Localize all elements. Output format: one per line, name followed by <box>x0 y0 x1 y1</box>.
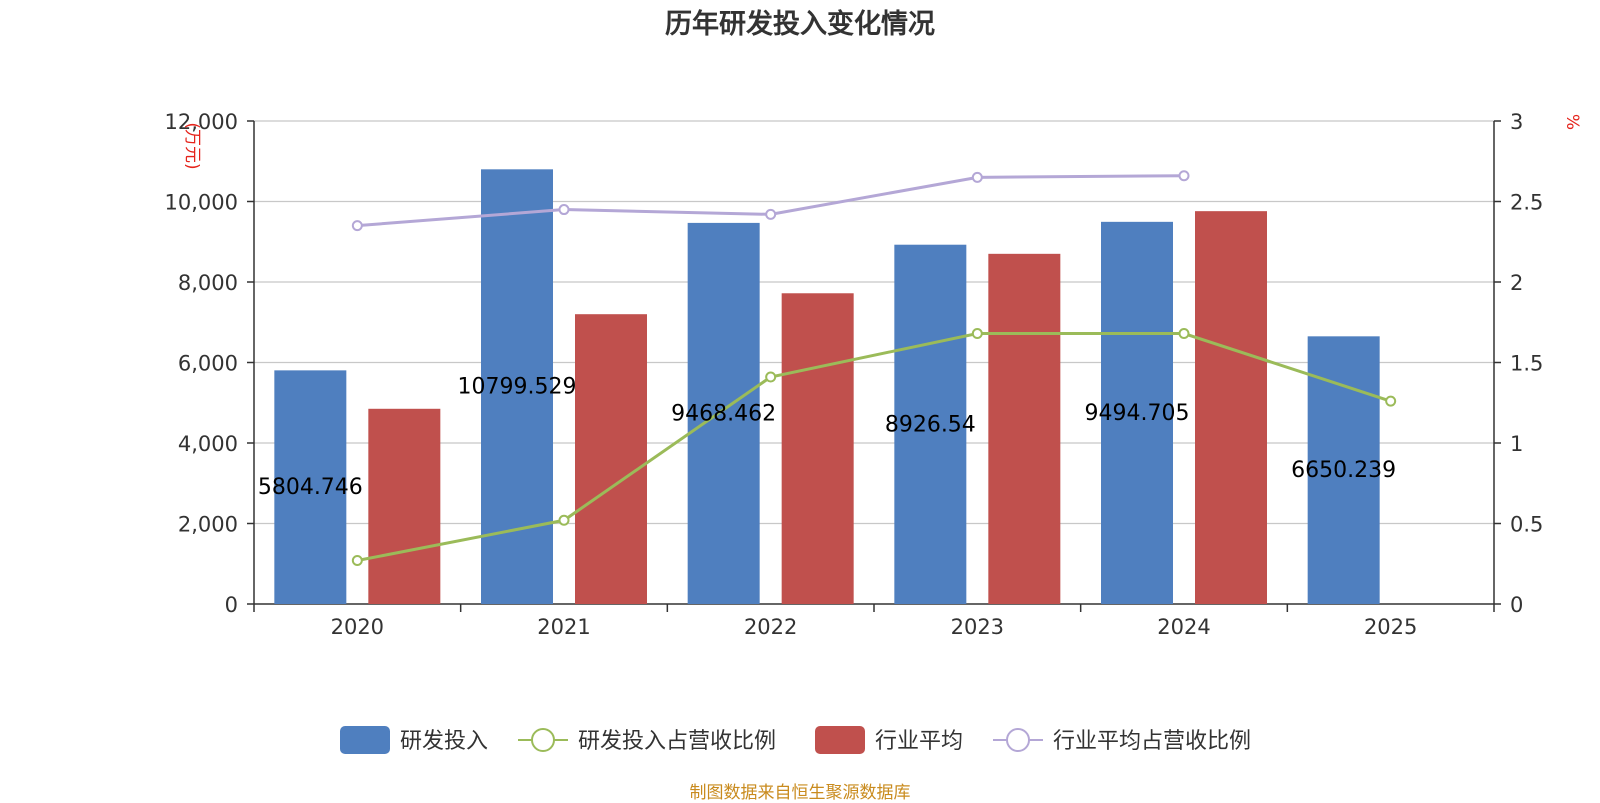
bar-研发投入 <box>1101 221 1173 604</box>
y-right-tick-label: 1 <box>1510 432 1523 456</box>
y-left-tick-label: 4,000 <box>178 432 238 456</box>
line-研发投入占营收比例 <box>357 332 1392 563</box>
y-left-tick-label: 12,000 <box>165 110 238 134</box>
data-label: 9468.462 <box>671 401 776 426</box>
legend-label: 行业平均占营收比例 <box>1053 729 1251 754</box>
y-left-tick-label: 10,000 <box>165 191 238 215</box>
point-研发投入占营收比例 <box>1385 395 1397 407</box>
data-label: 5804.746 <box>258 475 363 500</box>
data-label: 8926.54 <box>885 412 976 437</box>
bar-研发投入 <box>894 244 967 604</box>
y-right-tick-label: 1.5 <box>1510 352 1543 376</box>
y-right-tick-label: 2.5 <box>1510 191 1543 215</box>
data-label: 10799.529 <box>458 375 577 400</box>
x-tick-label: 2021 <box>537 615 590 639</box>
point-研发投入占营收比例 <box>558 514 570 526</box>
x-tick-label: 2025 <box>1364 615 1417 639</box>
bar-行业平均 <box>781 293 854 604</box>
point-研发投入占营收比例 <box>971 328 983 340</box>
point-研发投入占营收比例 <box>765 371 777 383</box>
bar-研发投入 <box>687 222 760 604</box>
legend-label: 研发投入占营收比例 <box>578 729 776 754</box>
x-tick-label: 2023 <box>951 615 1004 639</box>
x-tick-label: 2022 <box>744 615 797 639</box>
y-left-tick-label: 6,000 <box>178 352 238 376</box>
data-source-note: 制图数据来自恒生聚源数据库 <box>689 783 911 803</box>
bar-行业平均 <box>368 408 441 604</box>
y-left-tick-label: 0 <box>225 593 238 617</box>
legend-swatch <box>340 726 390 754</box>
legend-swatch-marker <box>1006 728 1030 752</box>
y-right-tick-label: 0.5 <box>1510 513 1543 537</box>
point-行业平均占营收比例 <box>971 171 983 183</box>
y-left-unit-label: (万元) <box>182 122 202 169</box>
bar-行业平均 <box>575 314 647 604</box>
x-tick-label: 2024 <box>1157 615 1210 639</box>
data-label: 9494.705 <box>1085 401 1190 426</box>
bar-行业平均 <box>1195 211 1267 604</box>
chart-title: 历年研发投入变化情况 <box>665 9 935 40</box>
legend-swatch <box>815 726 865 754</box>
point-行业平均占营收比例 <box>1178 170 1190 182</box>
y-right-tick-label: 3 <box>1510 110 1523 134</box>
point-研发投入占营收比例 <box>1178 328 1190 340</box>
data-label: 6650.239 <box>1291 458 1396 483</box>
y-right-tick-label: 0 <box>1510 593 1523 617</box>
y-right-unit-label: % <box>1562 114 1582 130</box>
point-研发投入占营收比例 <box>351 555 363 567</box>
bar-研发投入 <box>481 169 553 604</box>
y-right-tick-label: 2 <box>1510 271 1523 295</box>
bar-研发投入 <box>274 370 347 604</box>
bar-研发投入 <box>1307 336 1380 604</box>
point-行业平均占营收比例 <box>351 220 363 232</box>
bar-行业平均 <box>988 253 1061 604</box>
y-left-tick-label: 2,000 <box>178 513 238 537</box>
point-行业平均占营收比例 <box>765 208 777 220</box>
y-left-tick-label: 8,000 <box>178 271 238 295</box>
legend-label: 行业平均 <box>875 729 963 754</box>
legend-label: 研发投入 <box>400 729 488 754</box>
x-tick-label: 2020 <box>331 615 384 639</box>
legend-swatch-marker <box>531 728 555 752</box>
point-行业平均占营收比例 <box>558 204 570 216</box>
